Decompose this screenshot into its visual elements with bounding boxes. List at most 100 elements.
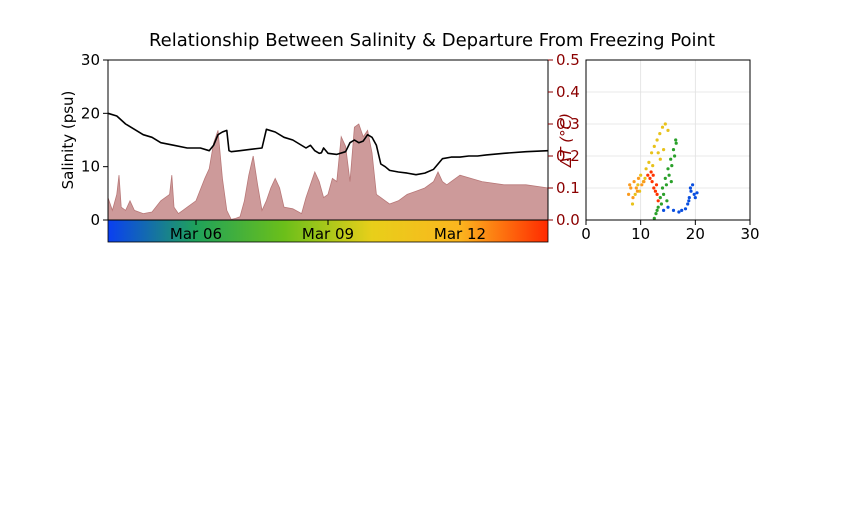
- scatter-point: [660, 186, 665, 190]
- scatter-point: [666, 128, 670, 132]
- scatter-point: [677, 210, 681, 214]
- scatter-point: [654, 212, 658, 216]
- scatter-point: [653, 189, 658, 193]
- scatter-point: [644, 167, 648, 171]
- scatter-point: [640, 183, 644, 187]
- scatter-point: [667, 173, 671, 177]
- scatter-point: [662, 148, 666, 152]
- scatter-point: [673, 154, 677, 158]
- delta-t-tick-label: 0.1: [556, 179, 580, 197]
- scatter-point: [669, 180, 673, 184]
- scatter-point: [655, 192, 659, 196]
- scatter-point: [634, 186, 638, 190]
- scatter-points: [627, 122, 699, 220]
- scatter-point: [692, 192, 696, 196]
- delta-t-tick-label: 0.5: [556, 51, 580, 69]
- scatter-point: [663, 122, 667, 126]
- scatter-point: [646, 173, 650, 177]
- scatter-point: [656, 199, 660, 203]
- scatter-point: [636, 176, 641, 180]
- scatter-point: [669, 157, 673, 161]
- scatter-x-tick-label: 20: [686, 225, 705, 243]
- scatter-x-tick-label: 10: [631, 225, 650, 243]
- scatter-point: [662, 192, 666, 196]
- scatter-point: [632, 180, 636, 184]
- salinity-axis: 0 10 20 30: [81, 51, 108, 229]
- scatter-point: [656, 151, 660, 155]
- scatter-point: [663, 176, 667, 180]
- scatter-point: [666, 167, 670, 171]
- delta-t-tick-label: 0.3: [556, 115, 580, 133]
- scatter-point: [647, 160, 651, 164]
- delta-t-tick-label: 0.2: [556, 147, 580, 165]
- scatter-x-tick-label: 0: [581, 225, 591, 243]
- scatter-point: [650, 151, 654, 155]
- scatter-point: [627, 192, 631, 196]
- scatter-point: [662, 208, 666, 212]
- scatter-point: [630, 202, 635, 206]
- scatter-point: [688, 186, 693, 190]
- scatter-point: [651, 164, 655, 168]
- scatter-point: [674, 138, 678, 142]
- date-tick-label: Mar 12: [434, 225, 486, 243]
- salinity-line: [107, 112, 549, 176]
- scatter-point: [638, 189, 642, 193]
- scatter-point: [642, 180, 646, 184]
- scatter-point: [639, 173, 643, 177]
- scatter-point: [658, 157, 662, 161]
- scatter-point: [671, 208, 676, 212]
- scatter-point: [629, 186, 633, 190]
- scatter-point: [652, 186, 656, 190]
- scatter-point: [655, 208, 659, 212]
- delta-t-area: [107, 123, 549, 221]
- scatter-point: [656, 205, 660, 209]
- salinity-tick-label: 20: [81, 104, 100, 122]
- date-tick-label: Mar 09: [302, 225, 354, 243]
- scatter-point: [655, 138, 659, 142]
- scatter-point: [674, 141, 678, 145]
- scatter-x-tick-label: 30: [740, 225, 759, 243]
- scatter-point: [680, 208, 684, 212]
- scatter-point: [628, 183, 632, 187]
- scatter-grid: [586, 60, 750, 220]
- scatter-point: [654, 183, 659, 187]
- delta-t-axis: 0.0 0.1 0.2 0.3 0.4 0.5: [548, 51, 580, 229]
- scatter-point: [695, 191, 699, 195]
- scatter-point: [643, 176, 647, 180]
- scatter-point: [658, 196, 662, 200]
- scatter-point: [648, 176, 652, 180]
- date-axis: Mar 06 Mar 09 Mar 12: [170, 220, 486, 243]
- scatter-point: [686, 202, 690, 206]
- delta-t-tick-label: 0.4: [556, 83, 580, 101]
- salinity-tick-label: 30: [81, 51, 100, 69]
- salinity-tick-label: 0: [90, 211, 100, 229]
- scatter-point: [649, 170, 653, 174]
- scatter-point: [635, 189, 640, 193]
- scatter-point: [665, 199, 669, 203]
- salinity-line-series: [107, 112, 549, 176]
- scatter-point: [660, 125, 665, 129]
- delta-t-axis-label: ΔT (°C): [557, 113, 575, 168]
- scatter-plot-frame: [585, 59, 751, 221]
- scatter-point: [670, 164, 674, 168]
- scatter-point: [687, 199, 691, 203]
- scatter-point: [671, 148, 676, 152]
- scatter-point: [691, 183, 695, 187]
- salinity-tick-label: 10: [81, 158, 100, 176]
- salinity-axis-label: Salinity (psu): [59, 91, 77, 190]
- scatter-point: [659, 202, 664, 206]
- scatter-chart: 0 10 20 30: [581, 59, 760, 243]
- delta-t-tick-label: 0.0: [556, 211, 580, 229]
- scatter-point: [658, 132, 662, 136]
- date-tick-label: Mar 06: [170, 225, 222, 243]
- scatter-salinity-axis: 0 10 20 30: [581, 220, 760, 243]
- scatter-point: [689, 189, 693, 193]
- scatter-point: [664, 183, 669, 187]
- scatter-point: [652, 216, 656, 220]
- scatter-point: [652, 144, 656, 148]
- scatter-point: [693, 196, 697, 200]
- scatter-point: [650, 180, 654, 184]
